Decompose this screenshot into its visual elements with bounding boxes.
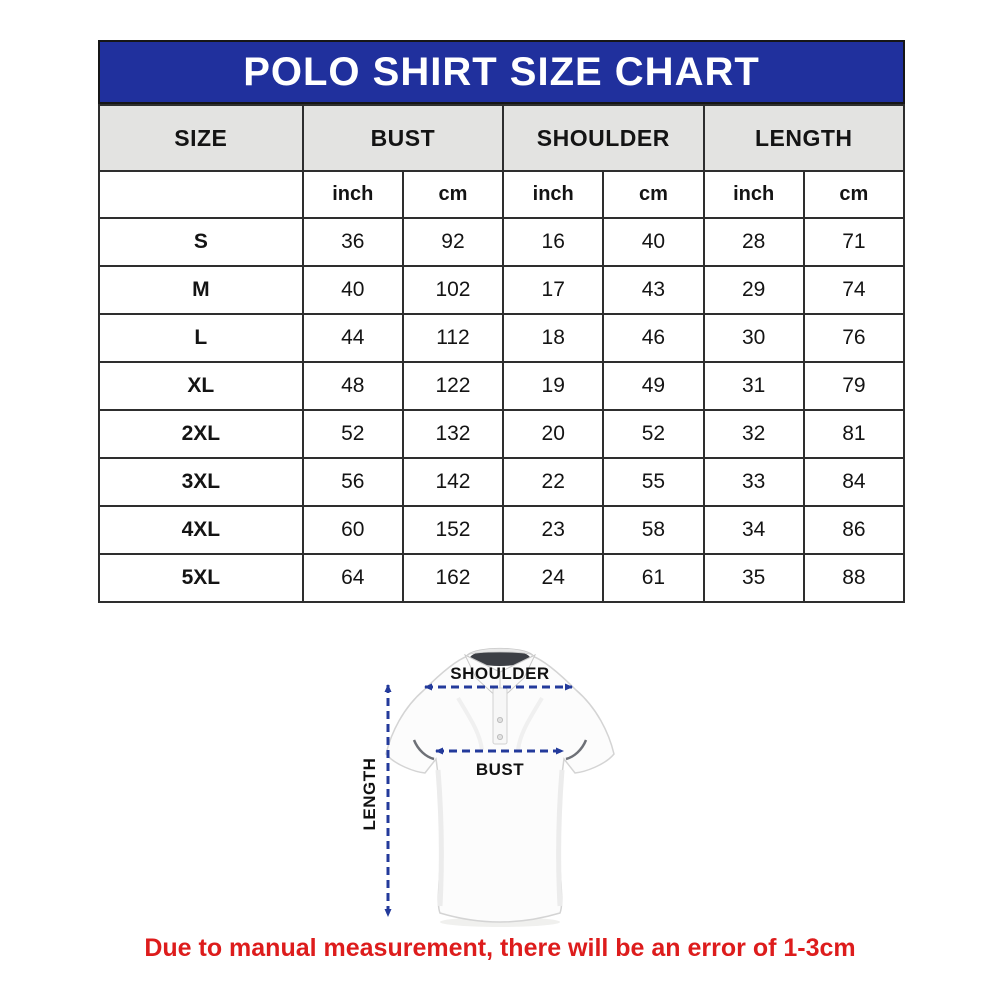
shirt-crease	[435, 769, 444, 907]
value-cell: 58	[602, 505, 705, 555]
shirt-neck-opening	[470, 650, 530, 666]
value-cell: 152	[401, 505, 505, 555]
value-cell: 23	[502, 505, 605, 555]
value-cell: 162	[401, 553, 505, 603]
table-row: L 44 112 18 46 30 76	[98, 313, 906, 363]
value-cell: 18	[502, 313, 605, 363]
value-cell: 142	[401, 457, 505, 507]
value-cell: 30	[702, 313, 805, 363]
value-cell: 92	[401, 217, 505, 267]
value-cell: 46	[602, 313, 705, 363]
value-cell: 20	[502, 409, 605, 459]
table-row: 2XL 52 132 20 52 32 81	[98, 409, 906, 459]
size-cell: L	[98, 313, 304, 363]
size-chart-table: SIZE BUST SHOULDER LENGTH inch cm inch c…	[98, 104, 906, 603]
value-cell: 48	[301, 361, 404, 411]
value-cell: 74	[802, 265, 906, 315]
value-cell: 36	[301, 217, 404, 267]
value-cell: 81	[802, 409, 906, 459]
value-cell: 122	[401, 361, 505, 411]
unit-header: cm	[802, 170, 906, 219]
column-header-shoulder: SHOULDER	[502, 104, 705, 172]
table-row: 3XL 56 142 22 55 33 84	[98, 457, 906, 507]
value-cell: 22	[502, 457, 605, 507]
title-banner: POLO SHIRT SIZE CHART	[98, 40, 905, 104]
value-cell: 44	[301, 313, 404, 363]
shirt-measurement-diagram: SHOULDER BUST LENGTH	[330, 638, 670, 940]
length-label: LENGTH	[360, 758, 379, 831]
value-cell: 84	[802, 457, 906, 507]
column-header-bust: BUST	[301, 104, 505, 172]
bust-label: BUST	[476, 760, 524, 779]
value-cell: 17	[502, 265, 605, 315]
value-cell: 79	[802, 361, 906, 411]
size-cell: 3XL	[98, 457, 304, 507]
table-row: 4XL 60 152 23 58 34 86	[98, 505, 906, 555]
shoulder-label: SHOULDER	[450, 664, 549, 683]
size-cell: S	[98, 217, 304, 267]
shirt-seam-right	[565, 739, 588, 761]
value-cell: 132	[401, 409, 505, 459]
shirt-crease	[516, 696, 544, 751]
value-cell: 24	[502, 553, 605, 603]
value-cell: 19	[502, 361, 605, 411]
value-cell: 86	[802, 505, 906, 555]
shirt-crease	[456, 696, 484, 751]
value-cell: 56	[301, 457, 404, 507]
value-cell: 49	[602, 361, 705, 411]
value-cell: 34	[702, 505, 805, 555]
value-cell: 31	[702, 361, 805, 411]
polo-shirt-illustration: SHOULDER BUST LENGTH	[360, 647, 615, 927]
value-cell: 76	[802, 313, 906, 363]
value-cell: 40	[301, 265, 404, 315]
shirt-collar-band	[466, 647, 534, 656]
shirt-button	[496, 734, 503, 741]
value-cell: 16	[502, 217, 605, 267]
value-cell: 88	[802, 553, 906, 603]
table-row: M 40 102 17 43 29 74	[98, 265, 906, 315]
value-cell: 60	[301, 505, 404, 555]
size-cell: M	[98, 265, 304, 315]
value-cell: 52	[301, 409, 404, 459]
value-cell: 29	[702, 265, 805, 315]
value-cell: 64	[301, 553, 404, 603]
shirt-seam-left	[412, 739, 435, 761]
unit-header: inch	[702, 170, 805, 219]
size-cell: 4XL	[98, 505, 304, 555]
value-cell: 28	[702, 217, 805, 267]
value-cell: 112	[401, 313, 505, 363]
unit-blank-cell	[98, 170, 304, 219]
value-cell: 71	[802, 217, 906, 267]
measurement-disclaimer: Due to manual measurement, there will be…	[144, 934, 856, 962]
value-cell: 40	[602, 217, 705, 267]
value-cell: 61	[602, 553, 705, 603]
size-cell: 2XL	[98, 409, 304, 459]
size-cell: XL	[98, 361, 304, 411]
column-header-length: LENGTH	[702, 104, 906, 172]
value-cell: 32	[702, 409, 805, 459]
unit-header: inch	[301, 170, 404, 219]
column-header-size: SIZE	[98, 104, 304, 172]
shirt-crease	[556, 769, 565, 907]
unit-header: inch	[502, 170, 605, 219]
page-title: POLO SHIRT SIZE CHART	[243, 49, 760, 94]
value-cell: 43	[602, 265, 705, 315]
table-header-row: SIZE BUST SHOULDER LENGTH	[98, 104, 906, 172]
value-cell: 35	[702, 553, 805, 603]
table-row: XL 48 122 19 49 31 79	[98, 361, 906, 411]
value-cell: 33	[702, 457, 805, 507]
value-cell: 52	[602, 409, 705, 459]
value-cell: 102	[401, 265, 505, 315]
table-unit-row: inch cm inch cm inch cm	[98, 170, 906, 219]
shirt-button	[496, 717, 503, 724]
value-cell: 55	[602, 457, 705, 507]
size-cell: 5XL	[98, 553, 304, 603]
unit-header: cm	[401, 170, 505, 219]
unit-header: cm	[602, 170, 705, 219]
table-row: 5XL 64 162 24 61 35 88	[98, 553, 906, 603]
table-row: S 36 92 16 40 28 71	[98, 217, 906, 267]
